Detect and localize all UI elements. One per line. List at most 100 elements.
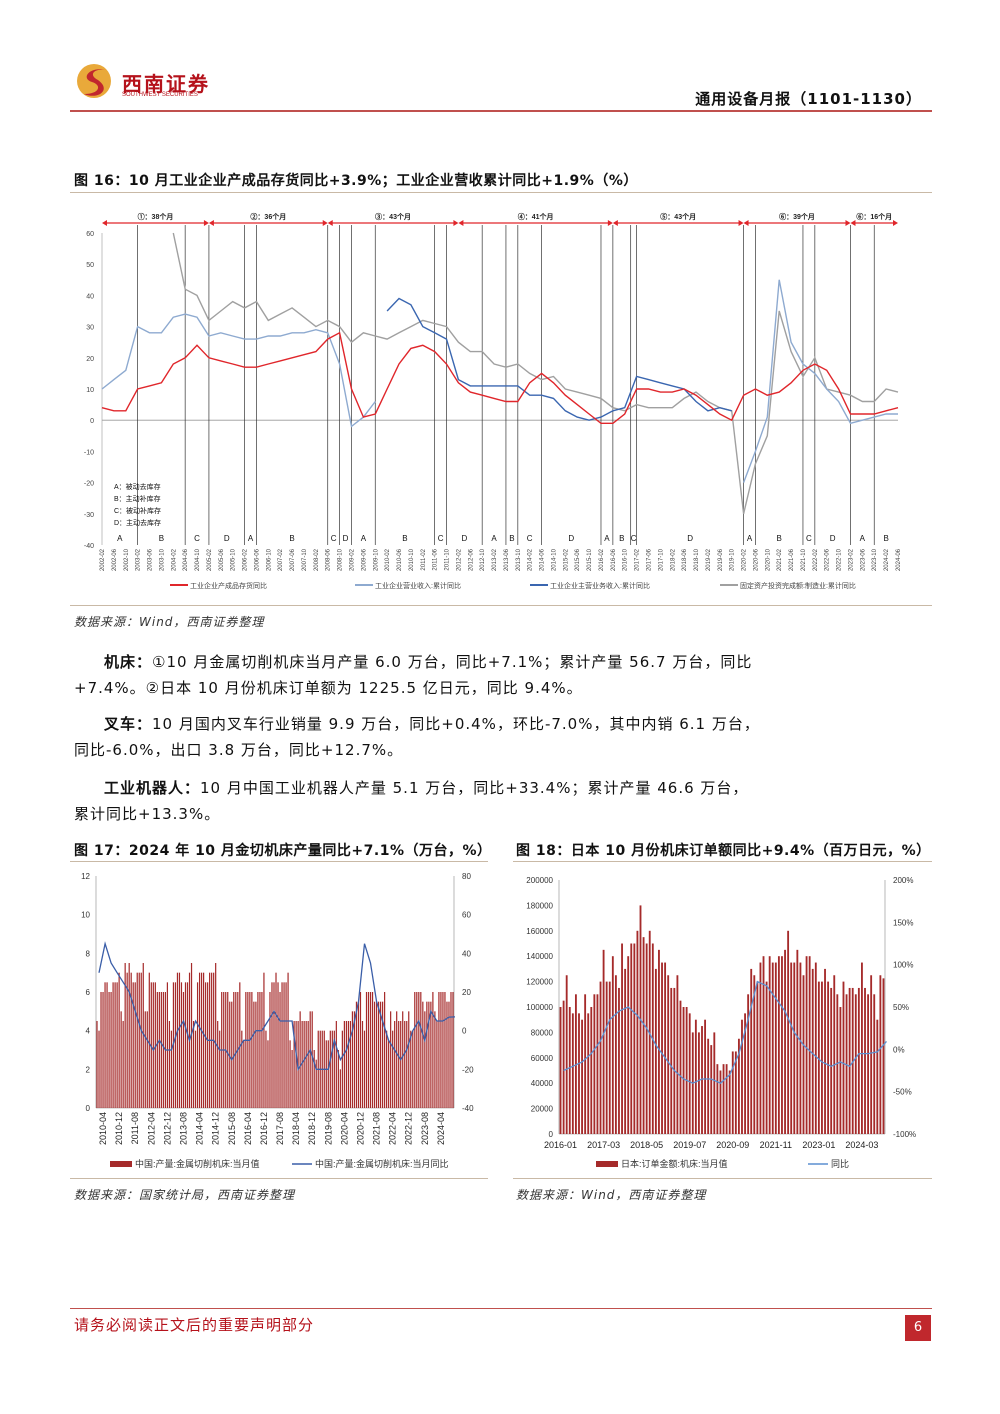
bar: [361, 1021, 364, 1108]
bar: [682, 1007, 685, 1134]
x-tick-label: 2024-03: [845, 1140, 878, 1150]
page-number: 6: [905, 1315, 931, 1341]
phase-label: D: [343, 534, 349, 543]
x-tick-label: 2004-10: [195, 548, 201, 571]
bar: [406, 1021, 408, 1108]
bar: [633, 943, 636, 1134]
x-tick-label: 2020-12: [355, 1112, 365, 1145]
bar: [259, 992, 261, 1108]
bar: [452, 992, 454, 1108]
bar: [867, 994, 870, 1134]
phase-label: D: [687, 534, 693, 543]
legend-label: 同比: [831, 1158, 849, 1169]
x-tick-label: 2016-12: [259, 1112, 269, 1145]
phase-legend-item: C：被动补库存: [114, 506, 161, 515]
bar: [343, 1021, 345, 1108]
bar: [347, 1021, 350, 1108]
bar: [713, 1032, 716, 1134]
x-tick-label: 2013-02: [492, 548, 498, 571]
bar: [275, 972, 277, 1108]
bar: [186, 982, 189, 1108]
bar: [596, 994, 599, 1134]
bar: [219, 1030, 221, 1108]
bar: [265, 1030, 267, 1108]
x-tick-label: 2020-02: [742, 548, 748, 571]
x-tick-label: 2007-02: [278, 548, 284, 571]
phase-label: D: [830, 534, 836, 543]
paragraph-machine-tools: 机床：①10 月金属切削机床当月产量 6.0 万台，同比+7.1%；累计产量 5…: [74, 649, 764, 701]
y-left-tick-label: 8: [86, 949, 91, 958]
x-tick-label: 2015-06: [575, 548, 581, 571]
phase-label: B: [509, 534, 514, 543]
bar: [654, 968, 657, 1134]
bar: [416, 992, 418, 1108]
bar: [450, 992, 452, 1108]
bar: [241, 1030, 243, 1108]
bar: [313, 1050, 315, 1108]
bar: [701, 1026, 703, 1134]
bar: [839, 1007, 842, 1134]
y-left-tick-label: 100000: [526, 1003, 553, 1012]
bar: [198, 972, 201, 1108]
bar: [614, 975, 617, 1134]
bar: [698, 1032, 700, 1134]
bar: [293, 1021, 295, 1108]
x-tick-label: 2005-06: [219, 548, 225, 571]
x-tick-label: 2004-02: [171, 548, 177, 571]
series-line: [172, 232, 899, 514]
y-tick-label: -10: [84, 449, 94, 456]
figure-18-caption: 图 18：日本 10 月份机床订单额同比+9.4%（百万日元，%）: [516, 843, 931, 859]
y-right-tick-label: -50%: [893, 1088, 912, 1097]
bar: [339, 1069, 341, 1108]
bar: [305, 1021, 307, 1108]
x-tick-label: 2004-06: [183, 548, 189, 571]
bar: [353, 1011, 356, 1108]
x-tick-label: 2010-10: [409, 548, 415, 571]
x-tick-label: 2006-10: [266, 548, 272, 571]
bar: [571, 1013, 574, 1134]
x-tick-label: 2024-06: [896, 548, 902, 571]
y-tick-label: -40: [84, 543, 94, 550]
y-tick-label: 30: [86, 325, 94, 332]
cycle-label: ④：41个月: [518, 212, 554, 221]
bar: [793, 962, 796, 1134]
x-tick-label: 2023-10: [872, 548, 878, 571]
bar: [673, 987, 676, 1134]
x-tick-label: 2002-06: [112, 548, 118, 571]
bar: [737, 1038, 740, 1134]
x-tick-label: 2021-11: [760, 1140, 792, 1150]
bar: [315, 1059, 317, 1108]
bar: [180, 982, 183, 1108]
bar: [750, 968, 753, 1134]
bar: [384, 992, 386, 1108]
bar: [676, 975, 679, 1134]
bar: [814, 962, 817, 1134]
x-tick-label: 2013-10: [516, 548, 522, 571]
x-tick-label: 2006-06: [254, 548, 260, 571]
legend-label: 日本:订单金额:机床:当月值: [621, 1158, 728, 1169]
bar: [112, 982, 114, 1108]
x-tick-label: 2017-06: [647, 548, 653, 571]
bar: [796, 949, 799, 1134]
bar: [394, 1021, 396, 1108]
footer-rule: [70, 1308, 932, 1309]
figure-16-source: 数据来源：Wind，西南证券整理: [74, 615, 265, 629]
bar: [309, 1011, 311, 1108]
bar: [96, 1021, 98, 1108]
bar: [845, 994, 848, 1134]
legend-label: 中国:产量:金属切削机床:当月值: [135, 1158, 260, 1169]
x-tick-label: 2016-02: [599, 548, 605, 571]
x-tick-label: 2016-06: [611, 548, 617, 571]
bar: [618, 987, 620, 1134]
x-tick-label: 2012-12: [162, 1112, 172, 1145]
bar: [126, 972, 128, 1108]
bar: [688, 1013, 691, 1134]
bar: [136, 972, 138, 1108]
x-tick-label: 2011-10: [445, 548, 451, 570]
x-tick-label: 2003-10: [159, 548, 165, 571]
figure-16-chart: 60 50 40 30 20 10 0 -10 -20 -30 -40 A B C D A B C D A B C D A B C…: [70, 192, 932, 606]
bar: [142, 963, 144, 1108]
bar: [636, 930, 639, 1134]
x-tick-label: 2014-02: [528, 548, 534, 571]
